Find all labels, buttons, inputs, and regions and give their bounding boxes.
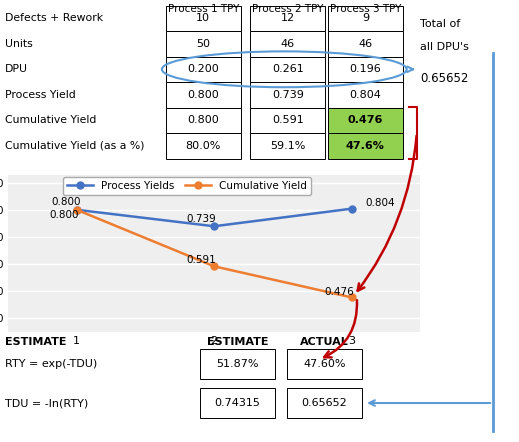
Text: 0.591: 0.591 <box>186 255 216 265</box>
Line: Cumulative Yield: Cumulative Yield <box>73 206 355 301</box>
Text: 0.65652: 0.65652 <box>420 72 469 85</box>
Text: 12: 12 <box>281 13 295 23</box>
Text: Process 1 TPY: Process 1 TPY <box>168 4 239 14</box>
Text: 0.476: 0.476 <box>324 287 354 297</box>
Cumulative Yield <box>349 295 355 300</box>
Bar <box>166 107 241 133</box>
Text: 10: 10 <box>196 13 210 23</box>
Bar <box>327 5 403 31</box>
Bar <box>166 31 241 57</box>
Text: 0.65652: 0.65652 <box>302 398 347 408</box>
Text: 80.0%: 80.0% <box>186 141 221 151</box>
Text: 47.60%: 47.60% <box>303 359 346 369</box>
Text: 0.800: 0.800 <box>187 90 219 100</box>
Text: Total of: Total of <box>420 19 460 29</box>
Text: Cumulative Yield (as a %): Cumulative Yield (as a %) <box>5 141 144 151</box>
Bar <box>166 57 241 82</box>
Text: 9: 9 <box>362 13 369 23</box>
Bar <box>286 388 362 418</box>
Text: 0.804: 0.804 <box>365 198 395 208</box>
Text: 47.6%: 47.6% <box>346 141 385 151</box>
Bar <box>166 82 241 107</box>
Text: 0.800: 0.800 <box>187 115 219 126</box>
Bar <box>200 349 275 379</box>
Text: 0.261: 0.261 <box>272 64 304 74</box>
Text: TDU = -ln(RTY): TDU = -ln(RTY) <box>5 398 88 408</box>
Process Yields <box>74 207 80 213</box>
Text: ESTIMATE: ESTIMATE <box>5 337 66 347</box>
Bar <box>166 5 241 31</box>
Text: DPU: DPU <box>5 64 28 74</box>
Text: 46: 46 <box>281 39 295 49</box>
Text: Process 2 TPY: Process 2 TPY <box>252 4 323 14</box>
Text: 0.804: 0.804 <box>349 90 381 100</box>
Text: 50: 50 <box>196 39 210 49</box>
Text: all DPU's: all DPU's <box>420 42 469 52</box>
Text: 0.800: 0.800 <box>52 197 81 207</box>
Bar <box>286 349 362 379</box>
Bar <box>250 5 325 31</box>
Text: Defects + Rework: Defects + Rework <box>5 13 103 23</box>
Process Yields <box>349 206 355 211</box>
Text: 0.739: 0.739 <box>186 214 216 224</box>
Bar <box>250 57 325 82</box>
Text: Cumulative Yield: Cumulative Yield <box>5 115 96 126</box>
Text: 0.476: 0.476 <box>348 115 383 126</box>
Legend: Process Yields, Cumulative Yield: Process Yields, Cumulative Yield <box>62 177 311 195</box>
Cumulative Yield <box>74 207 80 213</box>
Text: Process Yield: Process Yield <box>5 90 75 100</box>
Line: Process Yields: Process Yields <box>73 205 355 230</box>
Text: 0.739: 0.739 <box>272 90 304 100</box>
Bar <box>327 82 403 107</box>
Bar <box>250 133 325 159</box>
Text: 51.87%: 51.87% <box>216 359 259 369</box>
Text: Process 3 TPY: Process 3 TPY <box>330 4 401 14</box>
Text: 46: 46 <box>358 39 373 49</box>
Bar <box>166 133 241 159</box>
Text: 0.74315: 0.74315 <box>214 398 261 408</box>
Bar <box>250 31 325 57</box>
Text: 0.800: 0.800 <box>49 210 78 220</box>
Bar <box>327 31 403 57</box>
Text: RTY = exp(-TDU): RTY = exp(-TDU) <box>5 359 97 369</box>
Bar <box>250 82 325 107</box>
Text: 0.200: 0.200 <box>187 64 219 74</box>
Text: Units: Units <box>5 39 32 49</box>
Cumulative Yield <box>211 263 217 269</box>
Text: 59.1%: 59.1% <box>270 141 305 151</box>
Bar <box>327 57 403 82</box>
Text: 0.591: 0.591 <box>272 115 304 126</box>
Text: ESTIMATE: ESTIMATE <box>207 337 268 347</box>
Process Yields <box>211 224 217 229</box>
Text: ACTUAL: ACTUAL <box>300 337 349 347</box>
Bar <box>327 107 403 133</box>
Bar <box>200 388 275 418</box>
Bar <box>327 133 403 159</box>
Bar <box>250 107 325 133</box>
Text: 0.196: 0.196 <box>349 64 381 74</box>
